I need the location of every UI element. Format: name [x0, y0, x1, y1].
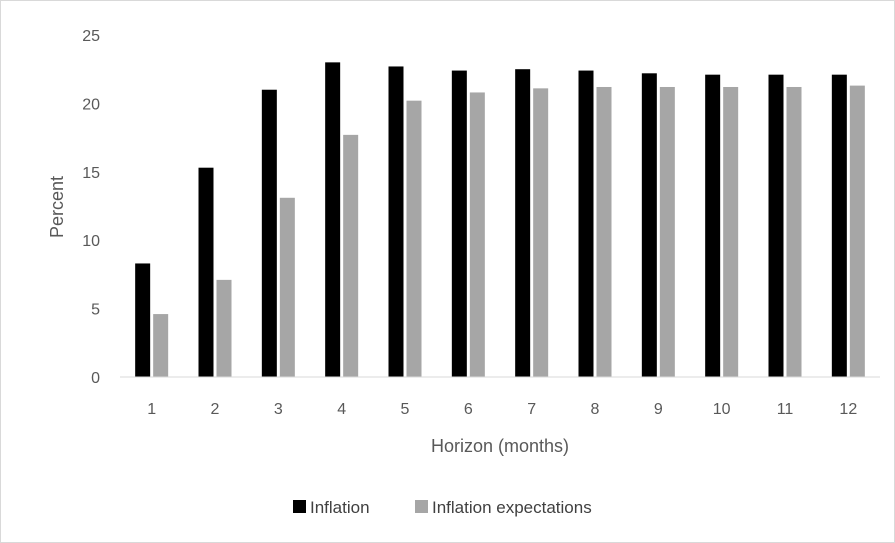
x-tick-label: 11	[777, 401, 794, 418]
inflation-bar	[198, 167, 214, 377]
x-tick-label: 4	[337, 401, 346, 418]
legend-label: Inflation expectations	[432, 498, 592, 517]
inflation-bar	[515, 69, 531, 377]
inflation-bar	[135, 263, 151, 377]
inflation-expectations-bar	[723, 86, 739, 377]
x-axis-title: Horizon (months)	[431, 436, 569, 456]
x-tick-label: 7	[527, 401, 536, 418]
inflation-expectations-bar	[279, 197, 295, 377]
inflation-bar	[705, 74, 721, 377]
inflation-bar	[261, 89, 277, 377]
inflation-expectations-bar	[469, 92, 485, 378]
inflation-expectations-bar	[596, 86, 612, 377]
inflation-bar	[578, 70, 594, 378]
legend-label: Inflation	[310, 498, 370, 517]
inflation-expectations-bar	[849, 85, 865, 377]
y-tick-label: 10	[82, 233, 100, 250]
x-tick-label: 1	[147, 401, 156, 418]
y-tick-label: 20	[82, 96, 100, 113]
inflation-bar	[451, 70, 467, 378]
inflation-expectations-bar	[533, 88, 549, 378]
bars	[135, 62, 865, 378]
y-axis-ticks: 0 5 10 15 20 25	[82, 28, 100, 387]
y-tick-label: 15	[82, 165, 100, 182]
inflation-bar	[325, 62, 341, 378]
x-tick-label: 3	[274, 401, 283, 418]
y-tick-label: 5	[91, 302, 100, 319]
x-tick-label: 12	[839, 401, 857, 418]
x-tick-label: 10	[713, 401, 731, 418]
legend: Inflation Inflation expectations	[293, 498, 592, 517]
y-axis-title: Percent	[47, 176, 67, 238]
inflation-bar	[768, 74, 784, 377]
x-tick-label: 5	[401, 401, 410, 418]
x-tick-label: 8	[591, 401, 600, 418]
x-axis-ticks: 1 2 3 4 5 6 7 8 9 10 11 12	[147, 401, 857, 418]
inflation-expectations-bar	[216, 279, 232, 377]
inflation-expectations-bar	[406, 100, 422, 377]
inflation-expectations-bar	[659, 86, 675, 377]
y-tick-label: 25	[82, 28, 100, 45]
inflation-expectations-bar	[786, 86, 802, 377]
x-tick-label: 6	[464, 401, 473, 418]
inflation-bar	[831, 74, 847, 377]
inflation-bar	[388, 66, 404, 378]
y-tick-label: 0	[91, 370, 100, 387]
x-tick-label: 9	[654, 401, 663, 418]
legend-swatch	[415, 500, 428, 513]
legend-swatch	[293, 500, 306, 513]
x-tick-label: 2	[211, 401, 220, 418]
inflation-expectations-bar	[343, 134, 359, 377]
inflation-bar	[641, 73, 657, 377]
inflation-expectations-bar	[153, 314, 169, 377]
